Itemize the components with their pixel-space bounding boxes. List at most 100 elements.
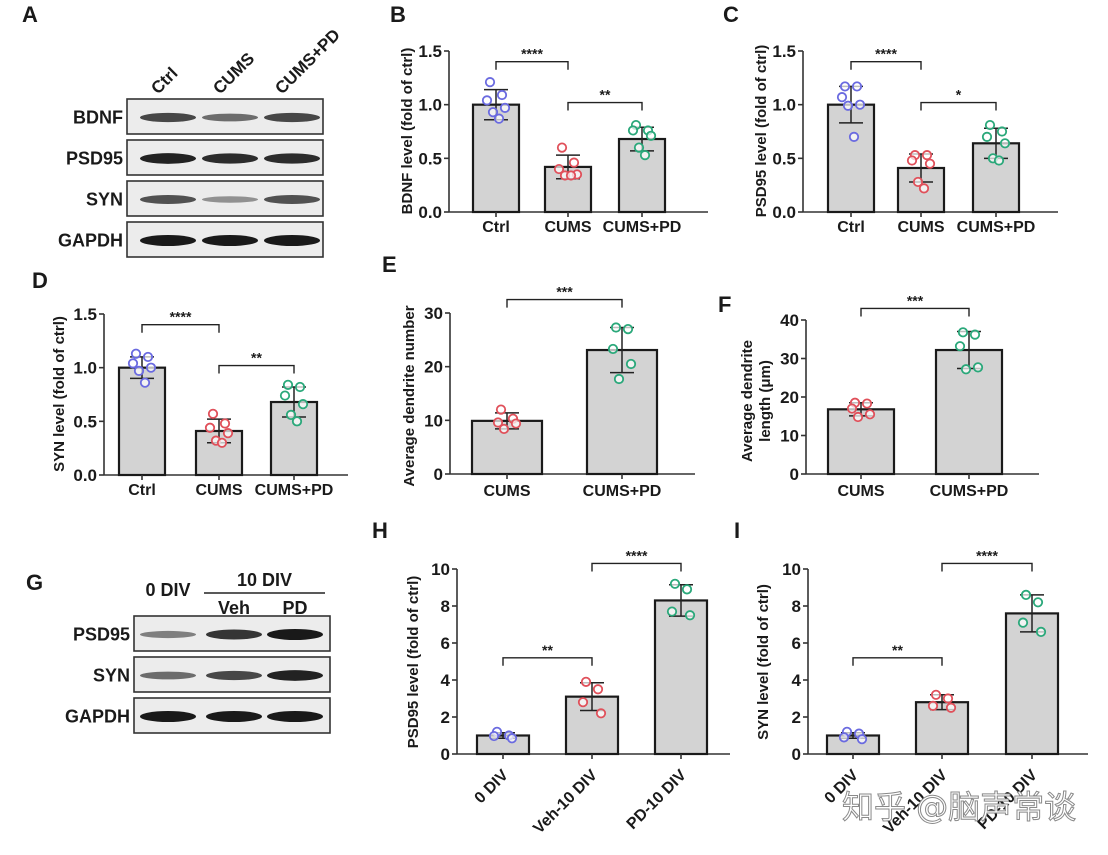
data-point: [498, 423, 510, 435]
protein-band: [202, 153, 258, 164]
data-point: [633, 142, 645, 153]
significance-label: **: [251, 350, 262, 366]
y-tick-label: 0.5: [418, 149, 442, 168]
significance-label: ****: [521, 46, 543, 62]
y-tick-label: 6: [441, 634, 450, 653]
data-point: [488, 730, 500, 742]
data-point: [481, 95, 493, 106]
protein-band: [140, 195, 196, 204]
protein-label: GAPDH: [65, 707, 130, 727]
x-tick-label: CUMS: [195, 482, 242, 499]
bar-chart-f: 0 10 20 30 40 Average dendrite length (μm) CUMS…: [739, 292, 1039, 500]
data-point: [842, 100, 854, 111]
data-point: [1017, 617, 1029, 628]
data-point: [954, 341, 966, 352]
y-axis-label: length (μm): [757, 360, 774, 442]
y-tick-label: 1.5: [73, 305, 97, 324]
y-tick-label: 8: [792, 597, 801, 616]
y-axis-label: SYN level (fold of ctrl): [51, 316, 68, 472]
protein-label: PSD95: [66, 149, 123, 169]
data-point: [625, 358, 637, 370]
data-point: [285, 409, 297, 420]
y-axis-label: Average dendrite number: [401, 305, 418, 486]
data-point: [839, 81, 851, 92]
data-point: [613, 373, 625, 385]
significance-label: ****: [875, 46, 897, 62]
protein-band: [264, 235, 320, 246]
panel-label-d: D: [32, 268, 48, 293]
panel-label-i: I: [734, 518, 740, 543]
significance-label: **: [600, 87, 611, 103]
bar: [1004, 612, 1060, 756]
data-point: [981, 131, 993, 142]
protein-band: [202, 196, 258, 203]
y-tick-label: 1.0: [73, 359, 97, 378]
data-point: [851, 81, 863, 92]
data-point: [681, 584, 693, 595]
protein-band: [264, 195, 320, 204]
data-point: [496, 89, 508, 101]
y-tick-label: 10: [431, 560, 450, 579]
x-tick-label: CUMS+PD: [930, 483, 1009, 500]
y-tick-label: 20: [780, 388, 799, 407]
significance-bracket: [502, 657, 593, 666]
x-tick-label: CUMS+PD: [583, 483, 662, 500]
significance-bracket: [218, 364, 295, 374]
significance-label: ****: [626, 547, 648, 563]
significance-bracket: [920, 101, 997, 111]
data-point: [207, 408, 219, 419]
data-point: [972, 362, 984, 373]
protein-band: [140, 112, 196, 123]
y-tick-label: 1.0: [418, 96, 442, 115]
data-point: [622, 323, 634, 335]
significance-bracket: [941, 562, 1033, 572]
data-point: [924, 158, 936, 169]
y-tick-label: 10: [424, 411, 443, 430]
data-point: [906, 155, 918, 166]
panel-label-c: C: [723, 2, 739, 27]
y-tick-label: 0: [441, 745, 450, 764]
protein-band: [267, 629, 323, 640]
data-point: [216, 437, 228, 448]
data-point: [993, 155, 1005, 166]
data-point: [139, 377, 151, 388]
data-point: [484, 77, 496, 88]
data-point: [499, 102, 511, 113]
x-tick-label: Ctrl: [837, 219, 865, 236]
panel-label-g: G: [26, 570, 43, 595]
data-point: [1020, 589, 1032, 601]
lane-label: Veh: [218, 598, 250, 618]
lane-label: CUMS: [209, 49, 258, 98]
data-point: [942, 693, 954, 704]
significance-label: ****: [170, 309, 192, 325]
data-point: [912, 176, 924, 188]
data-point: [204, 422, 216, 433]
data-point: [957, 327, 969, 338]
protein-band: [264, 153, 320, 164]
data-point: [666, 606, 678, 617]
protein-label: SYN: [93, 666, 130, 686]
y-tick-label: 2: [441, 708, 450, 727]
significance-label: ***: [556, 284, 573, 300]
data-point: [222, 428, 234, 439]
y-axis-label: PSD95 level (fold of ctrl): [753, 45, 770, 218]
y-tick-label: 0: [792, 745, 801, 764]
data-point: [282, 379, 294, 390]
bar-chart-d: 0.0 0.5 1.0 1.5 SYN level (fold of ctrl) Ctrl…: [51, 305, 348, 499]
protein-band: [140, 235, 196, 246]
x-tick-label: CUMS: [837, 483, 884, 500]
data-point: [669, 578, 681, 589]
data-point: [495, 404, 507, 415]
significance-label: ****: [976, 547, 998, 563]
lane-label: PD: [282, 598, 307, 618]
data-point: [219, 418, 231, 429]
data-point: [856, 734, 868, 745]
y-tick-label: 30: [424, 304, 443, 323]
y-axis-label: BDNF level (fold of ctrl): [399, 48, 416, 215]
data-point: [999, 138, 1011, 149]
data-point: [580, 676, 592, 687]
x-tick-label: Veh-10 DIV: [530, 767, 601, 838]
bar-chart-h: 0 2 4 6 8 10 PSD95 level (fold of ctrl) 0 DIV Ve…: [405, 547, 730, 837]
data-point: [930, 689, 942, 700]
data-point: [1035, 626, 1047, 638]
